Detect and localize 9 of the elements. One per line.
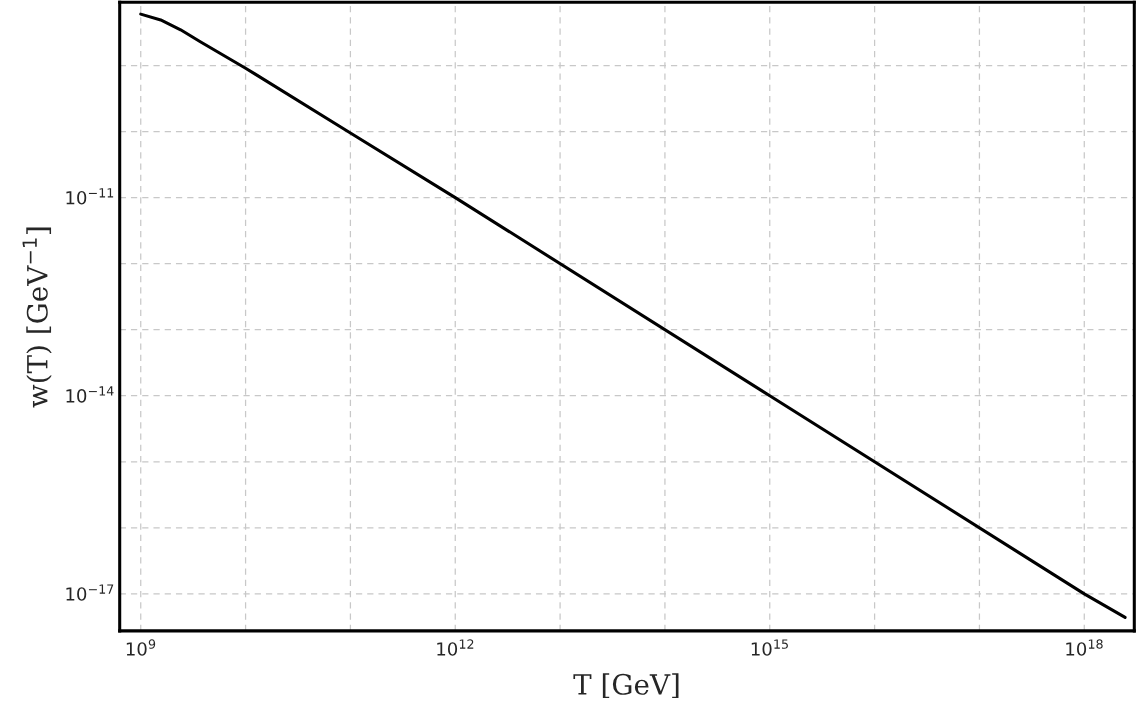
x-tick-label: 10$^{12}$ [437, 639, 474, 656]
y-axis-title: w(T) [GeV$^{−1}$] [22, 227, 52, 408]
x-axis-title: T [GeV] [573, 673, 679, 699]
y-tick-label: 10$^{−17}$ [66, 584, 114, 601]
y-tick-label: 10$^{−14}$ [66, 386, 114, 403]
x-tick-label: 10$^{9}$ [126, 639, 156, 656]
y-tick-label: 10$^{−11}$ [66, 188, 114, 205]
x-tick-label: 10$^{18}$ [1066, 639, 1103, 656]
x-tick-label: 10$^{15}$ [751, 639, 788, 656]
